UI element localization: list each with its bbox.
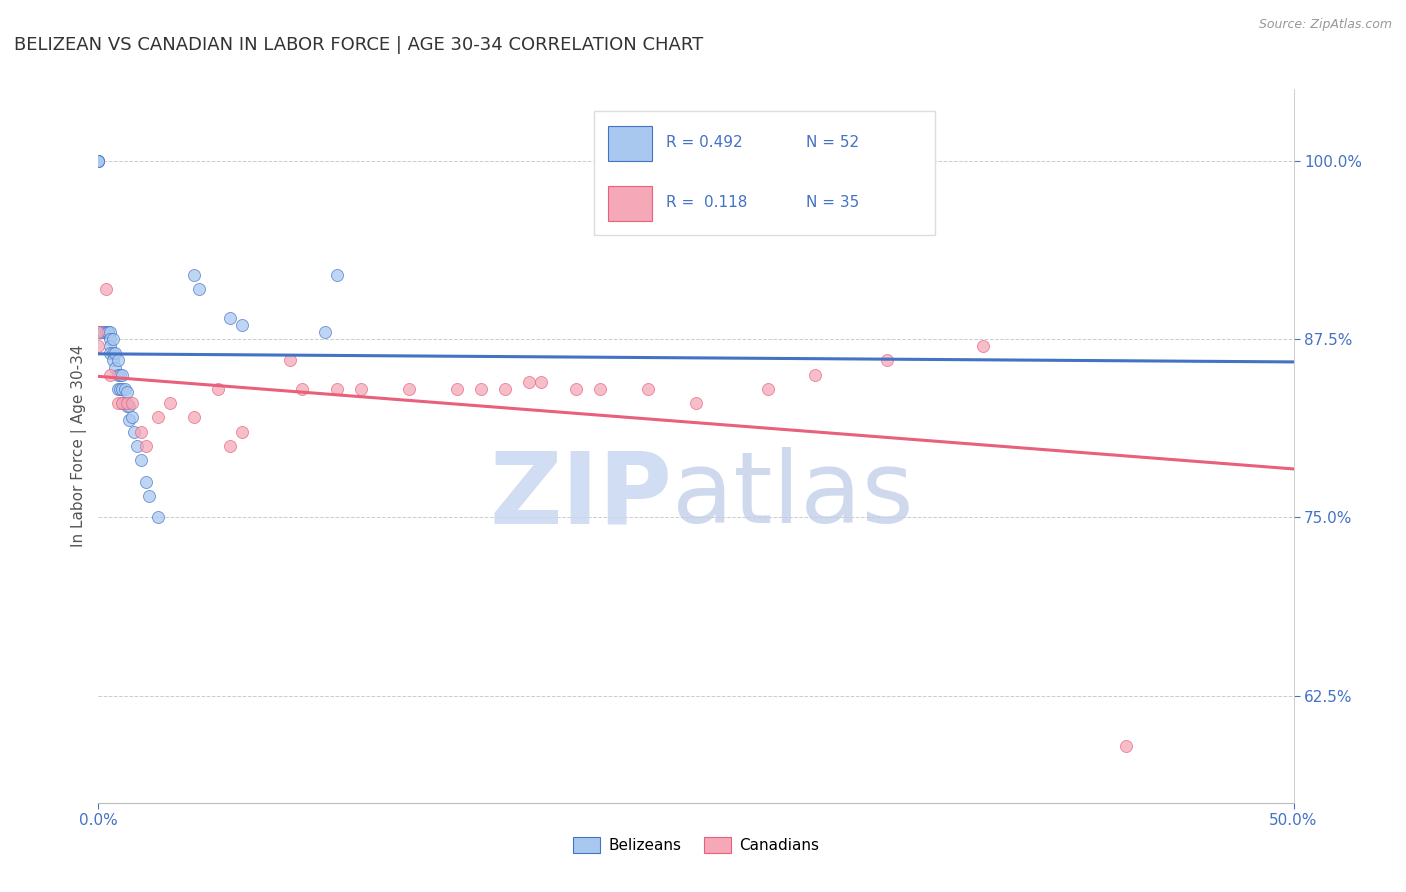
Text: ZIP: ZIP [489, 448, 672, 544]
Legend: Belizeans, Canadians: Belizeans, Canadians [567, 831, 825, 859]
Point [97, 325, 120, 339]
Point [98, 339, 122, 353]
Point [350, 382, 373, 396]
Point [124, 425, 146, 439]
Point [131, 453, 153, 467]
Point [756, 382, 779, 396]
Point [91, 325, 114, 339]
Point [98, 368, 122, 382]
Point [637, 382, 659, 396]
Point [148, 410, 170, 425]
Y-axis label: In Labor Force | Age 30-34: In Labor Force | Age 30-34 [72, 344, 87, 548]
Point [589, 382, 612, 396]
Point [104, 360, 127, 375]
Point [804, 368, 827, 382]
Point [131, 425, 153, 439]
Point [398, 382, 420, 396]
Point [470, 382, 492, 396]
Point [148, 510, 170, 524]
Point [107, 396, 129, 410]
Point [101, 346, 124, 360]
Point [183, 268, 205, 282]
Point [87, 325, 110, 339]
Point [231, 318, 253, 332]
Point [97, 325, 120, 339]
Point [104, 346, 127, 360]
Point [135, 475, 157, 489]
Point [114, 396, 136, 410]
Point [108, 368, 131, 382]
Point [876, 353, 898, 368]
Point [326, 268, 349, 282]
Point [685, 396, 707, 410]
Point [98, 325, 122, 339]
Point [111, 396, 134, 410]
Point [107, 368, 129, 382]
Point [101, 353, 124, 368]
Point [125, 439, 148, 453]
Text: Source: ZipAtlas.com: Source: ZipAtlas.com [1258, 18, 1392, 31]
Point [115, 384, 138, 399]
Point [315, 325, 337, 339]
Point [207, 382, 229, 396]
Point [87, 153, 110, 168]
Point [219, 310, 242, 325]
Point [87, 325, 110, 339]
Point [111, 396, 134, 410]
Point [121, 410, 143, 425]
Point [972, 339, 994, 353]
Point [94, 282, 117, 296]
Point [494, 382, 516, 396]
Point [87, 153, 110, 168]
Point [517, 375, 540, 389]
Point [87, 339, 110, 353]
Point [291, 382, 314, 396]
Point [121, 396, 143, 410]
Point [1115, 739, 1137, 753]
Point [565, 382, 588, 396]
Point [183, 410, 205, 425]
Text: BELIZEAN VS CANADIAN IN LABOR FORCE | AGE 30-34 CORRELATION CHART: BELIZEAN VS CANADIAN IN LABOR FORCE | AG… [14, 36, 703, 54]
Point [326, 382, 349, 396]
Point [91, 325, 114, 339]
Point [98, 332, 122, 346]
Point [107, 353, 129, 368]
Point [446, 382, 468, 396]
Point [278, 353, 301, 368]
Point [115, 396, 138, 410]
Point [135, 439, 157, 453]
Point [231, 425, 253, 439]
Point [111, 368, 134, 382]
Point [114, 382, 136, 396]
Point [530, 375, 553, 389]
Point [115, 399, 138, 413]
Point [118, 413, 141, 427]
Point [108, 382, 131, 396]
Point [219, 439, 242, 453]
Point [87, 153, 110, 168]
Point [107, 382, 129, 396]
Point [87, 153, 110, 168]
Point [159, 396, 181, 410]
Point [87, 325, 110, 339]
Point [94, 325, 117, 339]
Point [187, 282, 209, 296]
Point [111, 382, 134, 396]
Point [101, 332, 124, 346]
Point [138, 489, 160, 503]
Point [98, 346, 122, 360]
Text: atlas: atlas [672, 448, 914, 544]
Point [118, 399, 141, 413]
